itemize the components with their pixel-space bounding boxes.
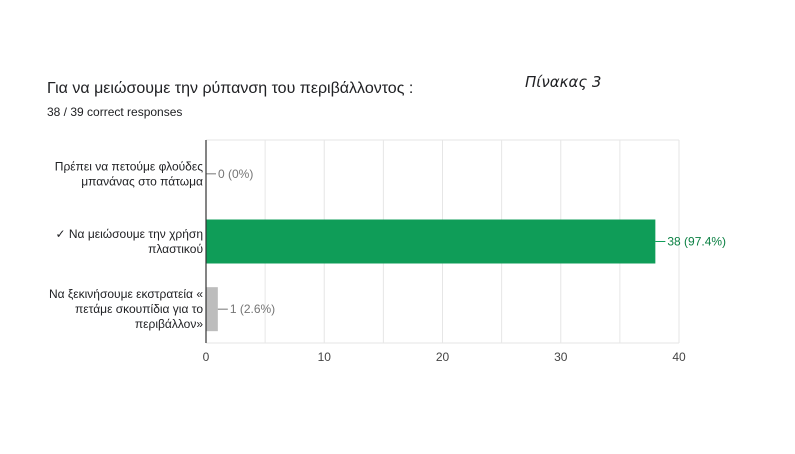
category-label-line: μπανάνας στο πάτωμα [81, 174, 203, 188]
x-tick-label: 30 [554, 350, 568, 364]
x-tick-label: 20 [436, 350, 450, 364]
value-label: 38 (97.4%) [667, 235, 726, 249]
category-label-line: πλαστικού [148, 242, 203, 256]
category-label-line: ✓ Να μειώσουμε την χρήση [56, 227, 204, 241]
category-label: Να ξεκινήσουμε εκστρατεία «πετάμε σκουπί… [49, 287, 203, 331]
x-tick-label: 10 [318, 350, 332, 364]
category-label-line: Να ξεκινήσουμε εκστρατεία « [49, 287, 203, 301]
category-label-line: περιβάλλον» [135, 317, 203, 331]
value-label: 1 (2.6%) [230, 302, 275, 316]
response-summary: 38 / 39 correct responses [47, 105, 183, 119]
table-caption: Πίνακας 3 [525, 73, 602, 91]
category-label: ✓ Να μειώσουμε την χρήση πλαστικού [56, 227, 204, 256]
x-tick-label: 40 [672, 350, 686, 364]
category-label-line: Πρέπει να πετούμε φλούδες [55, 159, 203, 173]
bar [206, 219, 656, 264]
value-label: 0 (0%) [218, 167, 253, 181]
category-label-line: πετάμε σκουπίδια για το [75, 302, 203, 316]
bar [206, 287, 218, 332]
category-label: Πρέπει να πετούμε φλούδες μπανάνας στο πά… [55, 159, 203, 188]
question-title: Για να μειώσουμε την ρύπανση του περιβάλ… [47, 80, 414, 97]
x-tick-label: 0 [203, 350, 210, 364]
